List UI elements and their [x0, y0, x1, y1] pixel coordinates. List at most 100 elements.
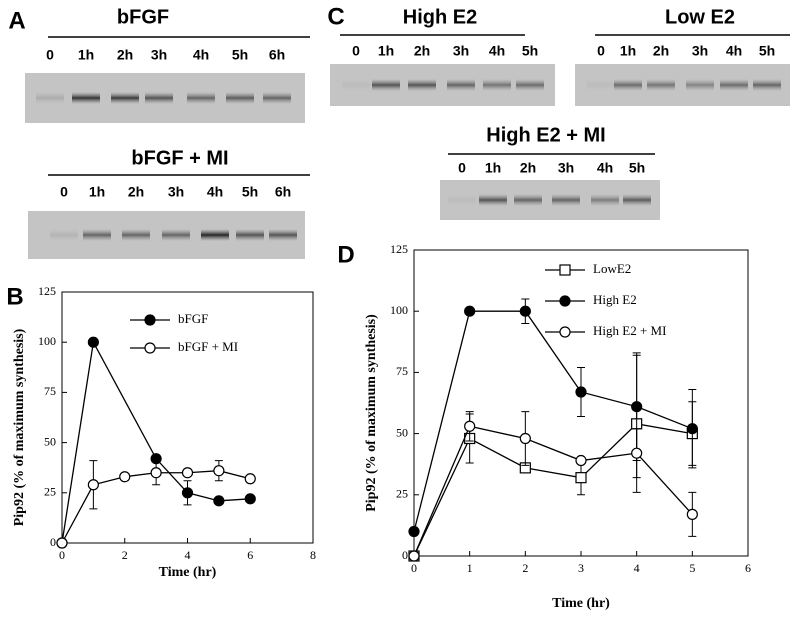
marker [575, 386, 587, 398]
lane-label: 4h [207, 184, 223, 200]
lane-label: 3h [453, 43, 469, 59]
y-tick-label: 75 [44, 384, 56, 398]
x-tick-label: 3 [578, 561, 584, 575]
gel-band [342, 79, 370, 91]
gel-band [145, 92, 173, 104]
lane-label: 4h [489, 43, 505, 59]
legend-label: High E2 [593, 292, 637, 307]
gel-band [269, 229, 297, 241]
lane-label: 3h [168, 184, 184, 200]
legend-marker [144, 314, 156, 326]
gel-band [514, 194, 542, 206]
gel-band [50, 229, 78, 241]
series-line [413, 310, 693, 532]
marker [575, 472, 587, 484]
marker [519, 432, 531, 445]
gel-band [447, 79, 475, 91]
y-tick-label: 100 [390, 303, 408, 317]
lane-label: 5h [232, 47, 248, 63]
blot-title: High E2 [403, 6, 477, 28]
gel-band [122, 229, 150, 241]
x-tick-label: 5 [689, 561, 695, 575]
y-tick-label: 25 [396, 487, 408, 501]
marker [408, 525, 420, 538]
x-tick-label: 4 [185, 548, 191, 562]
gel-band [236, 229, 264, 241]
y-tick-label: 100 [38, 334, 56, 348]
lane-label: 0 [46, 47, 54, 63]
lane-label: 4h [193, 47, 209, 63]
marker [87, 479, 99, 491]
marker [464, 305, 476, 317]
x-tick-label: 6 [247, 548, 253, 562]
lane-label: 5h [759, 43, 775, 59]
y-tick-label: 125 [390, 242, 408, 256]
lane-label: 1h [78, 47, 94, 63]
gel-band [516, 79, 544, 91]
legend-marker [559, 295, 571, 307]
marker [686, 423, 698, 435]
lane-label: 5h [629, 160, 645, 176]
y-tick-label: 75 [396, 364, 408, 378]
gel-band [72, 92, 100, 104]
blot-title: bFGF + MI [131, 147, 228, 169]
marker [181, 467, 194, 479]
lane-label: 5h [522, 43, 538, 59]
gel-band [647, 79, 675, 91]
gel-band [614, 79, 642, 91]
lane-label: 2h [653, 43, 669, 59]
marker [213, 495, 225, 507]
x-tick-label: 6 [745, 561, 751, 575]
marker [244, 493, 256, 505]
series-line [413, 425, 693, 557]
x-tick-label: 2 [122, 548, 128, 562]
lane-label: 6h [269, 47, 285, 63]
legend-label: High E2 + MI [593, 323, 666, 338]
lane-label: 2h [520, 160, 536, 176]
marker [87, 336, 99, 348]
y-tick-label: 25 [44, 485, 56, 499]
lane-label: 5h [242, 184, 258, 200]
x-axis-label: Time (hr) [552, 596, 610, 611]
x-tick-label: 1 [467, 561, 473, 575]
gel-band [36, 92, 64, 104]
panel-label: A [8, 7, 25, 34]
y-tick-label: 50 [44, 434, 56, 448]
gel-band [111, 92, 139, 104]
gel-band [448, 194, 476, 206]
blot-title: bFGF [117, 6, 169, 28]
gel-band [162, 229, 190, 241]
y-tick-label: 0 [50, 535, 56, 549]
gel-band [720, 79, 748, 91]
blot-title: Low E2 [665, 6, 735, 28]
lane-label: 1h [378, 43, 394, 59]
panel-label: D [337, 241, 354, 268]
x-tick-label: 4 [634, 561, 640, 575]
series-line [413, 423, 693, 557]
marker [213, 465, 225, 477]
y-tick-label: 0 [402, 548, 408, 562]
legend-marker [559, 264, 571, 276]
gel-band [263, 92, 291, 104]
gel-band [187, 92, 215, 104]
lane-label: 3h [151, 47, 167, 63]
blot-title: High E2 + MI [486, 124, 605, 146]
legend-marker [144, 342, 156, 354]
lane-label: 2h [117, 47, 133, 63]
legend-label: bFGF + MI [178, 339, 238, 354]
marker [408, 550, 420, 562]
lane-label: 3h [692, 43, 708, 59]
marker [56, 537, 68, 549]
marker [686, 508, 698, 520]
legend-label: LowE2 [593, 261, 631, 276]
y-axis-label: Pip92 (% of maximum synthesis) [364, 314, 379, 512]
gel-band [479, 194, 507, 206]
lane-label: 4h [597, 160, 613, 176]
lane-label: 3h [558, 160, 574, 176]
gel-band [483, 79, 511, 91]
lane-label: 4h [726, 43, 742, 59]
lane-label: 1h [485, 160, 501, 176]
x-axis-label: Time (hr) [159, 565, 217, 580]
y-axis-label: Pip92 (% of maximum synthesis) [12, 328, 27, 526]
